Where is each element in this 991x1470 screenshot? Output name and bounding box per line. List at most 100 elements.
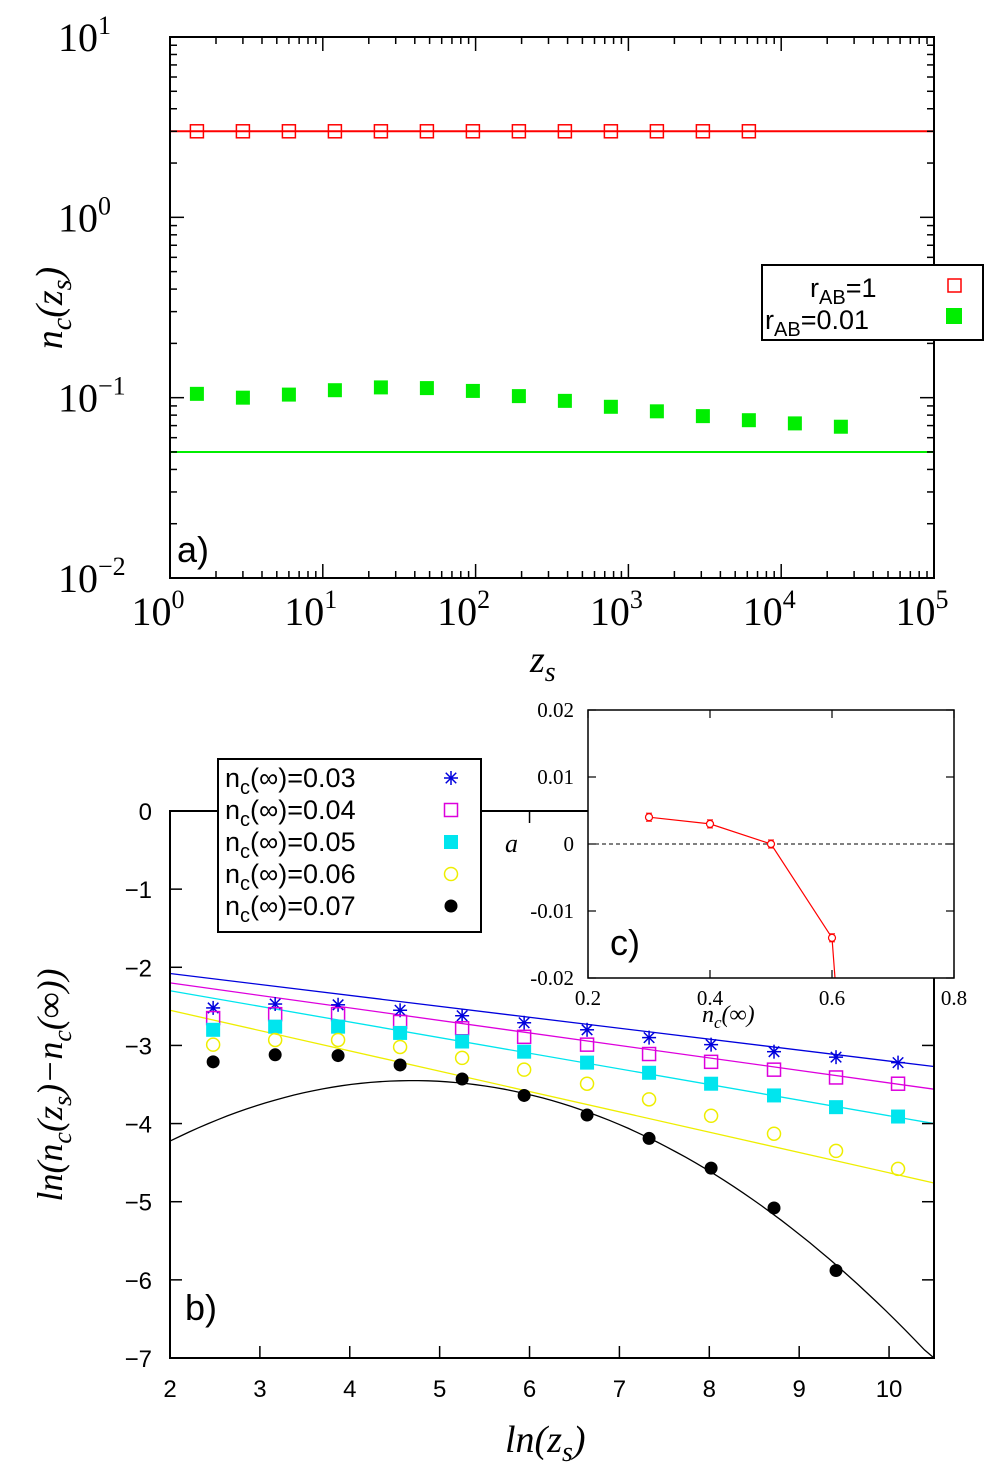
a-series-2-point <box>465 383 480 398</box>
b-series-3-point <box>829 1100 844 1115</box>
a-series-1-point <box>557 124 573 139</box>
a-ytick-label: 100 <box>58 191 111 240</box>
b-series-1-point-stroke-d2 <box>456 1009 468 1022</box>
b-series-1-point <box>704 1037 719 1052</box>
b-series-2-point-shape <box>890 1076 906 1091</box>
a-series-2-point <box>603 399 618 414</box>
b-series-4-point-shape <box>828 1143 844 1159</box>
b-xtick-label: 6 <box>523 1376 536 1403</box>
b-series-2-point-shape <box>579 1037 595 1052</box>
b-series-1-point-stroke-d2 <box>705 1038 717 1051</box>
b-series-5-point-shape <box>517 1088 531 1102</box>
b-series-3-point-shape <box>642 1065 657 1080</box>
b-series-2-point <box>766 1062 782 1077</box>
panel-b-ylabel: ln(nc(zs)−nc(∞)) <box>30 968 77 1201</box>
b-series-1-point <box>767 1044 782 1059</box>
a-series-1-point-shape <box>511 124 527 139</box>
a-series-2-point-shape <box>649 404 664 419</box>
b-series-4-point <box>205 1037 221 1052</box>
b-ytick-label: −6 <box>125 1268 152 1295</box>
b-series-2-point-shape <box>828 1070 844 1085</box>
a-series-1-point-shape <box>419 124 435 139</box>
legend-b-entry-2: nc(∞)=0.04 <box>225 795 356 831</box>
b-series-4-point <box>267 1032 283 1048</box>
a-series-2-point <box>235 390 250 405</box>
b-series-5-point-shape <box>331 1049 345 1063</box>
b-series-3-point-shape <box>767 1088 782 1103</box>
b-series-5-point <box>829 1263 843 1277</box>
b-xtick-label: 9 <box>792 1376 805 1403</box>
b-series-1-point <box>331 997 346 1012</box>
b-series-1-point <box>206 1000 221 1015</box>
a-series-2-point <box>189 386 204 401</box>
b-series-3-point-shape <box>331 1019 346 1034</box>
a-series-1-point <box>511 124 527 139</box>
c-data-point <box>705 819 715 829</box>
b-series-3-point-shape <box>517 1044 532 1059</box>
a-series-2-point-shape <box>511 389 526 404</box>
b-series-5-point <box>642 1131 656 1145</box>
panel-a-xlabel: zs <box>529 639 556 688</box>
b-series-1-point-stroke-d2 <box>581 1024 593 1036</box>
b-series-4-point-shape <box>454 1050 470 1066</box>
c-ytick-label: -0.02 <box>530 966 574 990</box>
panel-a: 100 101 102 103 104 105 101 100 10−1 10−2 a) zs n… <box>29 11 984 688</box>
legend-b-marker-1 <box>444 771 458 785</box>
b-xtick-label: 3 <box>253 1376 266 1403</box>
b-series-4-point-shape <box>766 1126 782 1141</box>
b-series-3-point <box>455 1034 470 1049</box>
b-series-4-point-shape <box>641 1092 657 1107</box>
a-series-2-point-shape <box>327 383 342 398</box>
a-series-2-point <box>281 387 296 402</box>
a-series-2-point <box>557 393 572 408</box>
b-ytick-label: −1 <box>125 877 152 904</box>
a-series-1-point <box>327 124 343 139</box>
a-series-2-point <box>649 404 664 419</box>
a-xtick-label: 103 <box>590 585 643 634</box>
b-series-4-point-shape <box>516 1062 532 1077</box>
b-series-2-point-shape <box>641 1046 657 1062</box>
b-ytick-label: 0 <box>139 799 152 826</box>
a-series-1-point-shape <box>603 124 619 139</box>
a-series-2-point <box>327 383 342 398</box>
b-series-4-point <box>330 1032 346 1048</box>
a-series-1-point-shape <box>189 124 205 139</box>
a-series-2-point <box>695 409 710 424</box>
b-series-5-point <box>704 1161 718 1175</box>
a-series-1-point <box>189 124 205 139</box>
b-series-5-point <box>455 1072 469 1086</box>
legend-b-marker-4 <box>443 866 459 882</box>
b-xtick-label: 10 <box>876 1376 903 1403</box>
b-xtick-label: 2 <box>163 1376 176 1403</box>
a-series-1-point-shape <box>235 124 251 139</box>
b-series-4-point <box>828 1143 844 1159</box>
legend-b-entry-5: nc(∞)=0.07 <box>225 891 356 927</box>
a-series-1-point <box>419 124 435 139</box>
a-xtick-label: 101 <box>284 585 337 634</box>
b-series-4-point-shape <box>330 1032 346 1048</box>
legend-b-marker-2 <box>443 802 459 818</box>
b-series-4-point-shape <box>205 1037 221 1052</box>
a-series-1-point <box>603 124 619 139</box>
b-fit-line-4 <box>169 1009 935 1184</box>
a-series-2-point-shape <box>695 409 710 424</box>
b-series-2-point <box>828 1070 844 1085</box>
legend-a-entry-2: rAB=0.01 <box>765 305 869 341</box>
a-xtick-label: 100 <box>132 585 185 634</box>
b-series-3-point-shape <box>829 1100 844 1115</box>
b-series-5-point-shape <box>580 1108 594 1122</box>
c-ytick-label: 0.02 <box>537 698 574 722</box>
b-fit-line-3 <box>169 990 935 1125</box>
panel-a-label: a) <box>177 529 209 570</box>
b-xtick-label: 8 <box>703 1376 716 1403</box>
b-series-2-point-shape <box>766 1062 782 1077</box>
b-series-1-point <box>580 1022 595 1037</box>
a-series-2-point-shape <box>235 390 250 405</box>
a-xtick-label: 104 <box>743 585 796 634</box>
b-series-3-point-shape <box>268 1019 283 1034</box>
a-series-2-point-shape <box>465 383 480 398</box>
b-series-3-point <box>767 1088 782 1103</box>
b-series-1-point <box>829 1050 844 1065</box>
c-ytick-label: 0 <box>564 832 575 856</box>
a-xtick-label: 102 <box>437 585 490 634</box>
